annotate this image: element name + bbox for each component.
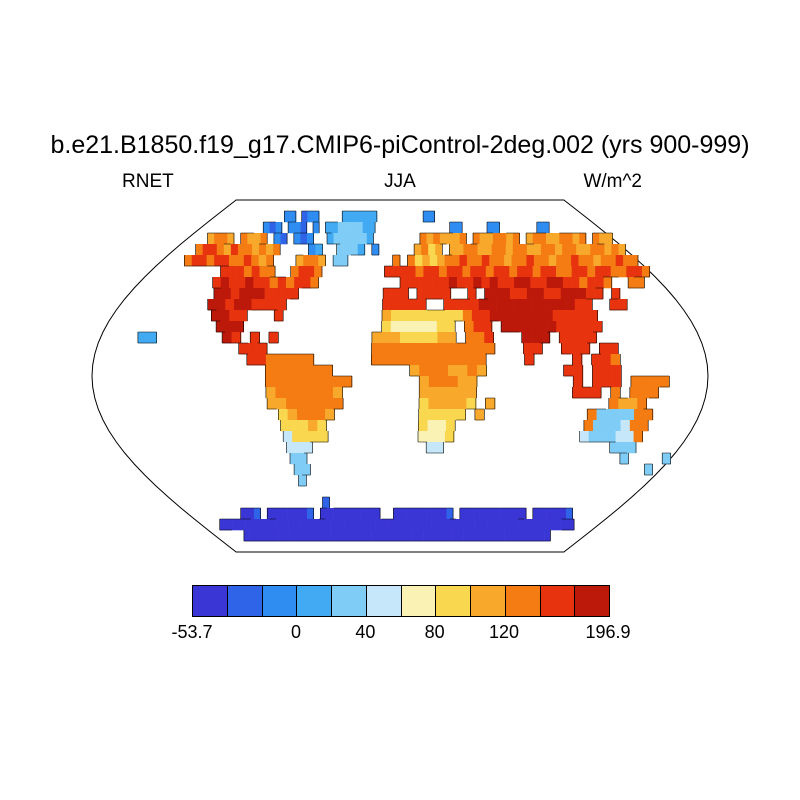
land-cells	[137, 211, 671, 542]
colorbar-tick-label: 80	[424, 622, 445, 642]
coastlines	[137, 210, 671, 542]
colorbar-tick-label: -53.7	[171, 622, 213, 642]
colorbar-tick-label: 196.9	[585, 622, 631, 642]
colorbar-cell	[366, 586, 402, 616]
map-area	[90, 198, 710, 554]
colorbar-cell	[227, 586, 263, 616]
variable-label: RNET	[122, 171, 174, 192]
colorbar-tick-label: 0	[290, 622, 302, 642]
colorbar-tick-label: 120	[488, 622, 520, 642]
colorbar-cell	[193, 586, 228, 616]
plot-title: b.e21.B1850.f19_g17.CMIP6-piControl-2deg…	[50, 131, 750, 159]
colorbar	[192, 585, 610, 617]
colorbar-cell	[575, 586, 609, 616]
sublabels-row: RNET JJA W/m^2	[0, 171, 800, 197]
colorbar-cell	[505, 586, 541, 616]
colorbar-tick-label: 40	[355, 622, 376, 642]
colorbar-cell	[297, 586, 332, 616]
colorbar-ticks: -53.7 0 40 80 120 196.9	[171, 622, 630, 646]
world-map	[91, 199, 709, 553]
units-label: W/m^2	[583, 171, 642, 192]
colorbar-cell	[540, 586, 576, 616]
colorbar-cell	[471, 586, 506, 616]
season-label: JJA	[384, 171, 416, 192]
colorbar-cell	[332, 586, 367, 616]
colorbar-cell	[401, 586, 437, 616]
colorbar-cell	[436, 586, 471, 616]
colorbar-cell	[262, 586, 298, 616]
